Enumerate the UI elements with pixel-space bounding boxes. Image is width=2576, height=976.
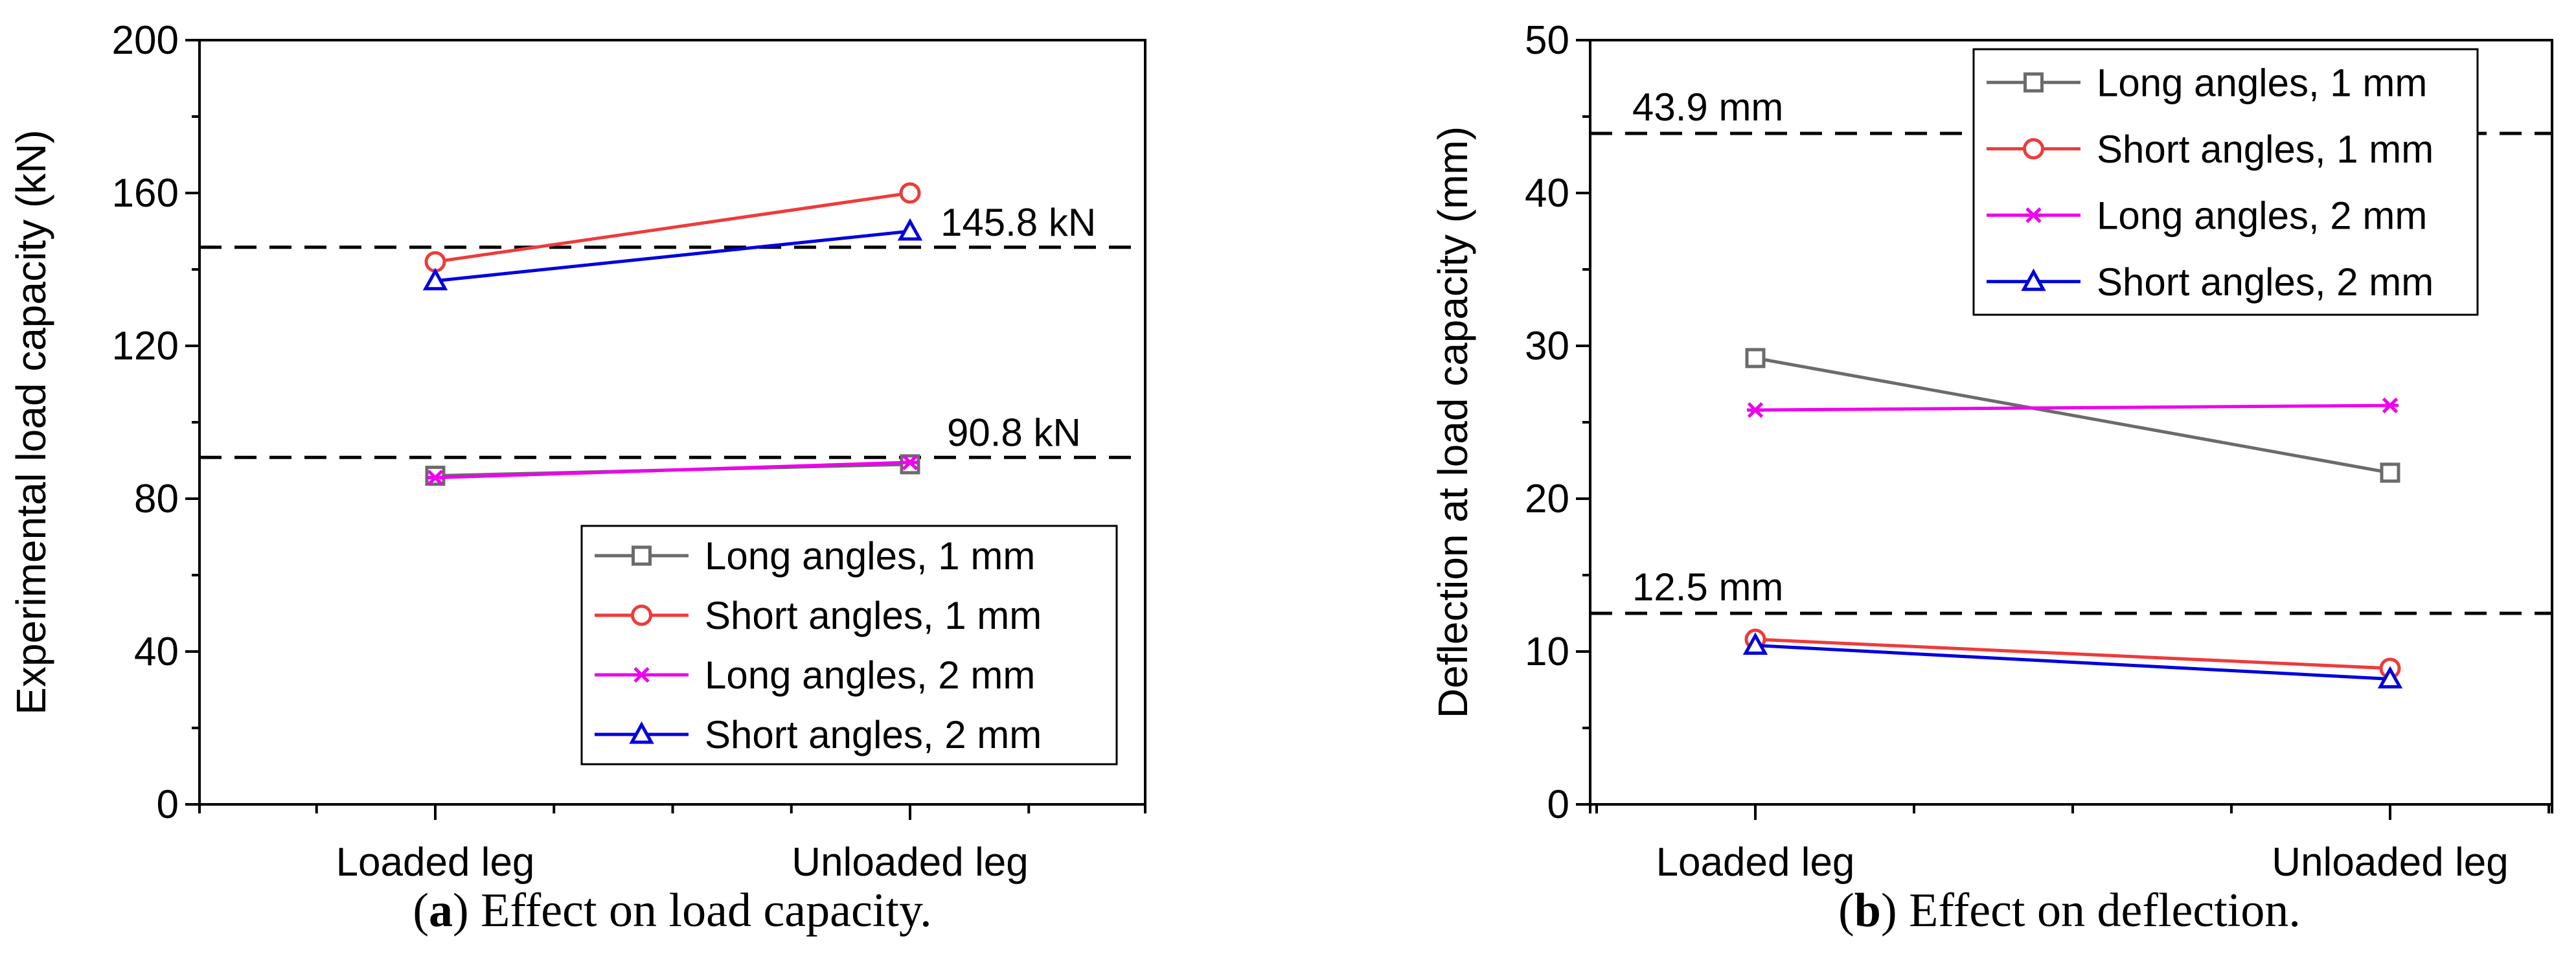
legend-label: Short angles, 1 mm	[2097, 128, 2434, 171]
reference-label: 43.9 mm	[1632, 85, 1783, 129]
marker-stroke	[902, 454, 918, 471]
data-point	[1745, 348, 1766, 369]
panel-caption: (b) Effect on deflection.	[1838, 884, 2301, 937]
series-circle	[1744, 628, 2401, 679]
series-line	[435, 460, 911, 480]
data-point	[2380, 462, 2400, 483]
x-tick-label: Unloaded leg	[2272, 840, 2508, 885]
caption-panel-label: a	[429, 884, 453, 937]
series-line	[1755, 403, 2391, 412]
caption-paren: )	[453, 884, 481, 937]
legend-marker	[629, 721, 654, 744]
series-asterisk	[427, 454, 918, 486]
data-point	[902, 454, 918, 471]
legend-marker	[631, 604, 652, 626]
legend-label: Short angles, 2 mm	[2097, 260, 2434, 304]
series-line	[1755, 637, 2391, 670]
series-triangle	[1742, 632, 2403, 688]
legend-marker	[2021, 268, 2046, 291]
caption-paren: (	[413, 884, 429, 937]
reference-label: 145.8 kN	[940, 201, 1096, 244]
legend-marker	[2023, 138, 2044, 160]
y-axis-label: Deflection at load capacity (mm)	[1430, 126, 1476, 718]
legend-marker	[633, 666, 650, 683]
legend-box	[1972, 48, 2479, 316]
y-tick-label: 20	[1525, 477, 1569, 521]
series-square	[1745, 348, 2400, 483]
y-tick-label: 200	[112, 18, 179, 63]
y-tick-label: 30	[1525, 324, 1569, 369]
data-point	[422, 267, 448, 291]
y-tick-label: 10	[1525, 630, 1569, 674]
y-tick-label: 160	[112, 171, 179, 216]
caption-text: Effect on deflection.	[1909, 884, 2301, 937]
legend: Long angles, 1 mm Short angles, 1 mm Long …	[580, 525, 1118, 766]
marker-stroke	[633, 666, 650, 683]
legend-label: Short angles, 1 mm	[705, 594, 1042, 637]
legend-label: Long angles, 2 mm	[2097, 194, 2427, 237]
y-tick-label: 40	[1525, 171, 1569, 216]
caption-panel-label: b	[1854, 884, 1881, 937]
data-point	[897, 218, 923, 241]
y-tick-label: 80	[134, 477, 179, 521]
y-tick-label: 0	[157, 782, 179, 827]
legend-marker	[632, 545, 652, 566]
panel-caption: (a) Effect on load capacity.	[413, 884, 931, 937]
y-axis-label: Experimental load capacity (kN)	[8, 130, 54, 714]
legend-label: Long angles, 2 mm	[705, 653, 1035, 697]
data-point	[2382, 397, 2399, 414]
y-tick-label: 120	[112, 324, 179, 369]
reference-label: 90.8 kN	[947, 411, 1081, 454]
series-line	[435, 229, 911, 283]
x-tick-label: Loaded leg	[336, 840, 535, 885]
legend-box	[580, 525, 1118, 766]
y-tick-label: 0	[1547, 782, 1569, 827]
x-tick-label: Unloaded leg	[792, 840, 1028, 885]
legend-marker	[2023, 72, 2044, 93]
y-tick-label: 50	[1525, 18, 1569, 63]
marker-stroke	[427, 470, 444, 486]
x-tick-label: Loaded leg	[1656, 840, 1855, 885]
data-point	[427, 470, 444, 486]
data-point	[1747, 402, 1764, 418]
series-asterisk	[1747, 397, 2399, 418]
chart-panel-b: 0 10 20 30 40 50 Loaded leg Unloaded leg Deflect…	[1430, 18, 2553, 937]
legend-label: Short angles, 2 mm	[705, 713, 1042, 756]
legend-label: Long angles, 1 mm	[705, 534, 1035, 578]
legend-label: Long angles, 1 mm	[2097, 61, 2427, 104]
series-line	[1755, 644, 2391, 681]
series-triangle	[422, 218, 923, 291]
chart-panel-a: 0 40 80 120 160 200 Loaded leg Unloaded leg Expe…	[8, 18, 1146, 937]
data-point	[899, 182, 921, 204]
caption-paren: )	[1881, 884, 1909, 937]
reference-label: 12.5 mm	[1632, 565, 1783, 609]
marker-stroke	[2382, 397, 2399, 414]
legend: Long angles, 1 mm Short angles, 1 mm Long …	[1972, 48, 2479, 316]
y-tick-label: 40	[134, 630, 179, 674]
data-point	[2377, 666, 2403, 688]
caption-text: Effect on load capacity.	[481, 884, 932, 937]
data-point	[1742, 632, 1768, 655]
caption-paren: (	[1838, 884, 1854, 937]
series-line	[435, 191, 911, 264]
series-circle	[424, 182, 921, 273]
legend-marker	[2025, 207, 2042, 223]
marker-stroke	[1747, 402, 1764, 418]
series-line	[1755, 356, 2391, 475]
marker-stroke	[2025, 207, 2042, 223]
